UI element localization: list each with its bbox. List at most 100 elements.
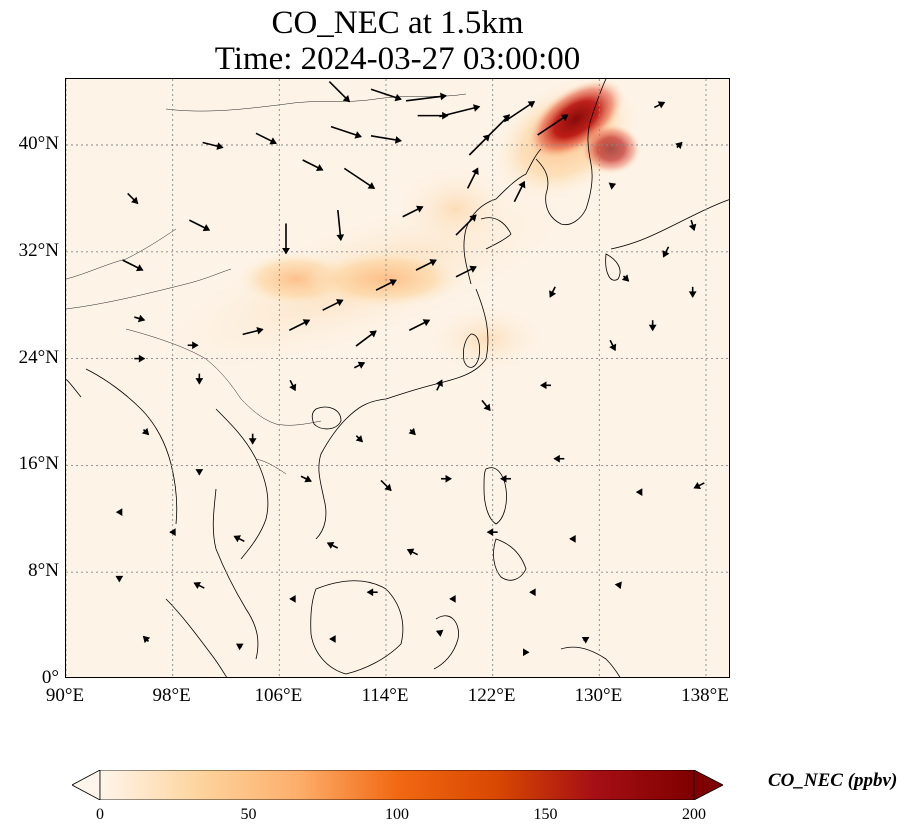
shandong-coast <box>480 217 512 250</box>
philippines-luzon <box>483 467 507 525</box>
wind-arrow <box>248 433 257 445</box>
philippines-south <box>493 538 527 581</box>
wind-arrow <box>255 132 277 145</box>
country-borders <box>66 93 467 475</box>
wind-arrow <box>406 548 419 556</box>
wind-arrow <box>193 582 205 589</box>
colorbar-tick-label: 100 <box>385 806 409 823</box>
wind-arrow <box>134 314 146 323</box>
wind-arrow <box>468 134 491 156</box>
wind-arrow <box>353 361 366 369</box>
wind-arrow <box>195 373 204 385</box>
wind-arrow <box>115 508 123 517</box>
wind-arrow <box>614 581 622 589</box>
wind-arrow <box>415 259 437 271</box>
sumatra <box>165 598 227 677</box>
map-subtitle-time: Time: 2024-03-27 03:00:00 <box>214 41 581 77</box>
wind-arrow <box>289 595 296 603</box>
wind-arrow <box>336 210 345 242</box>
wind-arrow <box>688 286 697 298</box>
wind-arrow <box>503 100 536 123</box>
wind-arrow <box>662 246 670 258</box>
wind-arrow <box>540 381 551 390</box>
map-panel[interactable] <box>65 78 730 678</box>
wind-arrow <box>370 88 402 102</box>
wind-arrow <box>288 319 311 331</box>
wind-arrow <box>635 488 643 496</box>
bay-bengal <box>66 378 82 398</box>
colorbar-extend-min <box>72 770 101 800</box>
wind-arrow <box>380 479 392 492</box>
wind-arrow <box>513 180 526 203</box>
wind-arrow <box>134 354 146 363</box>
wind-arrow <box>242 326 264 336</box>
wind-arrow <box>435 379 443 391</box>
map-canvas <box>66 79 729 677</box>
colorbar-tick-label: 150 <box>533 806 558 823</box>
colorbar-tick-label: 200 <box>682 806 706 823</box>
wind-arrow <box>621 274 630 282</box>
lat-tick-label: 8°N <box>28 560 59 582</box>
wind-arrow <box>355 330 377 347</box>
wind-arrow <box>328 81 351 103</box>
wind-arrow <box>435 629 444 637</box>
myanmar-coast <box>85 368 178 525</box>
wind-arrow <box>195 469 204 476</box>
coastlines <box>66 79 729 677</box>
lon-tick-label: 130°E <box>574 685 623 706</box>
borneo <box>310 580 404 675</box>
wind-arrow <box>289 379 297 392</box>
plume-korea <box>581 124 641 174</box>
new-guinea <box>560 646 621 677</box>
map-title: CO_NEC at 1.5km <box>271 5 524 41</box>
lon-tick-label: 98°E <box>152 685 191 706</box>
wind-arrow <box>188 219 211 232</box>
wind-arrow <box>648 320 657 332</box>
co-concentration-field <box>148 79 641 376</box>
wind-arrow <box>581 636 590 644</box>
lon-tick-label: 114°E <box>361 685 409 706</box>
wind-arrow <box>375 279 397 291</box>
lat-tick-label: 40°N <box>18 133 59 154</box>
wind-arrow <box>115 575 124 583</box>
wind-vectors <box>115 81 705 657</box>
wind-arrow <box>355 435 364 443</box>
wind-arrow <box>455 214 477 236</box>
wind-arrow <box>235 643 244 651</box>
wind-arrow <box>486 528 498 537</box>
wind-arrow <box>169 528 176 537</box>
korea-coast <box>535 79 607 226</box>
wind-arrow <box>537 114 569 136</box>
colorbar-extend-max <box>693 770 723 800</box>
wind-arrow <box>549 286 557 298</box>
colorbar-label: CO_NEC (ppbv) <box>768 770 898 791</box>
wind-arrow <box>675 141 683 150</box>
malay-peninsula <box>212 488 259 660</box>
wind-arrow <box>142 635 151 644</box>
wind-arrow <box>529 588 536 597</box>
wind-arrow <box>329 635 336 643</box>
wind-arrow <box>408 319 431 331</box>
lat-lon-gridlines <box>66 79 729 677</box>
china-coast <box>315 288 489 540</box>
indochina <box>215 408 269 560</box>
wind-arrow <box>405 92 447 102</box>
wind-arrow <box>609 339 617 352</box>
bohai-coast <box>463 148 542 285</box>
wind-arrow <box>688 219 697 232</box>
taiwan-island <box>463 333 480 368</box>
plume-north-china <box>396 164 516 254</box>
wind-arrow <box>402 205 424 218</box>
plume-manchuria-core <box>527 79 625 159</box>
lon-tick-label: 106°E <box>254 685 303 706</box>
wind-arrow <box>523 648 530 657</box>
colorbar-tick-label: 0 <box>96 806 104 823</box>
japan-kyushu <box>605 253 621 281</box>
wind-arrow <box>653 101 666 109</box>
wind-arrow <box>282 223 290 255</box>
wind-arrow <box>343 167 376 190</box>
wind-arrow <box>202 141 224 150</box>
wind-arrow <box>302 159 324 172</box>
lat-tick-label: 0° <box>41 667 59 688</box>
wind-arrow <box>366 588 378 597</box>
